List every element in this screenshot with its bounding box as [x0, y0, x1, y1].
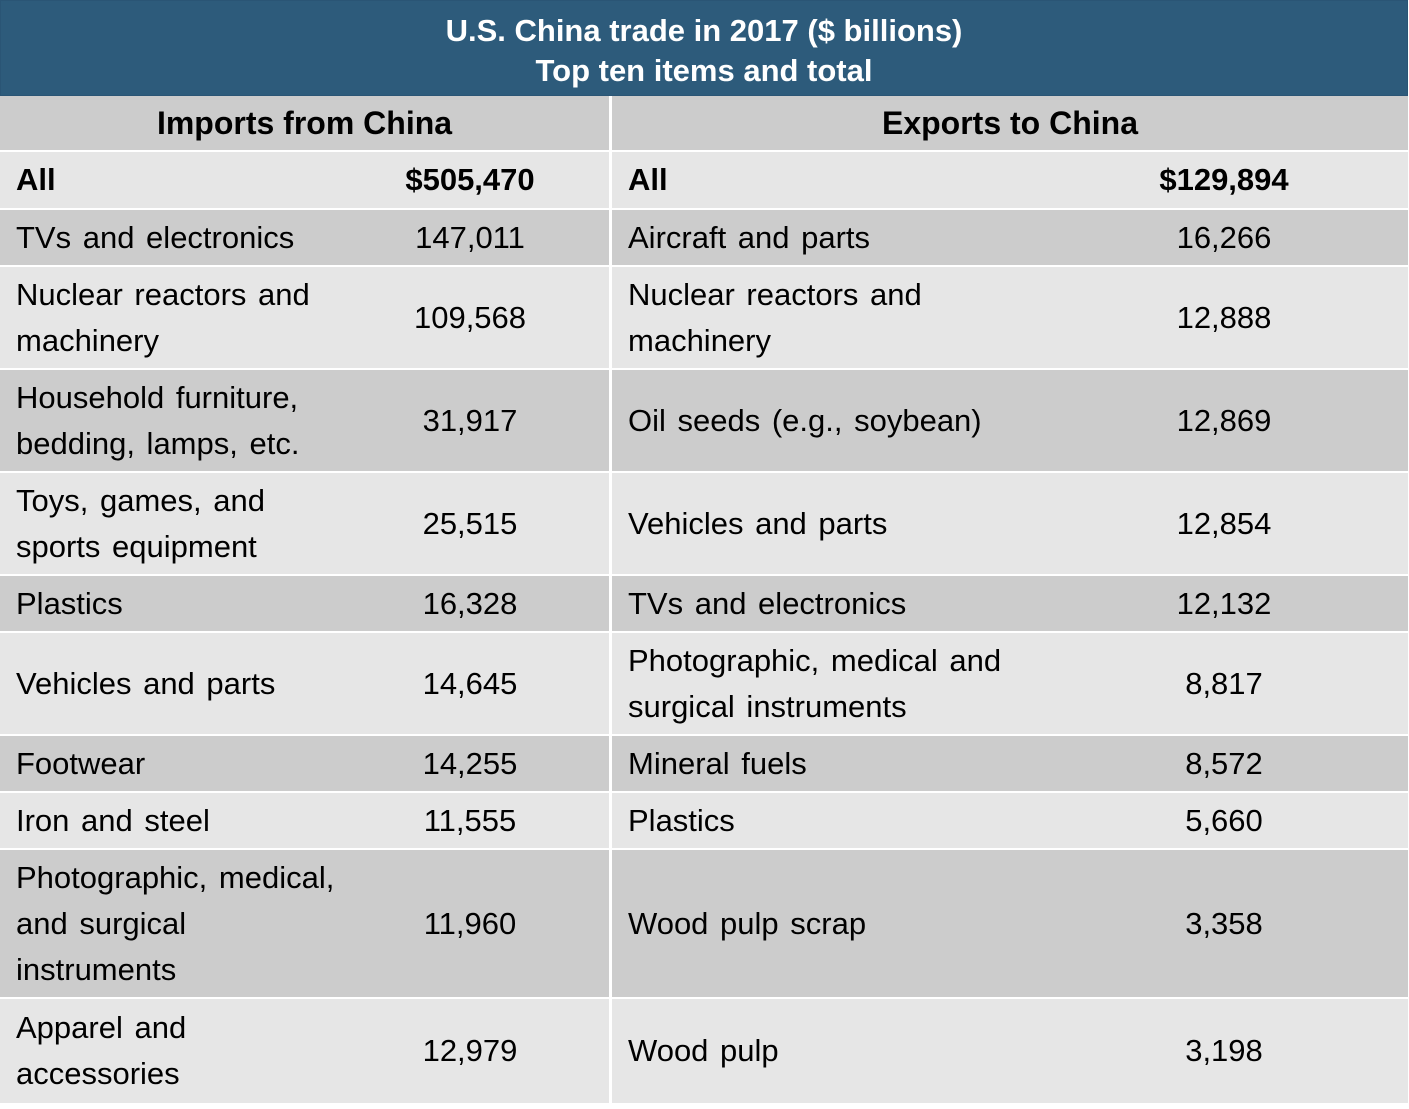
import-item-label: All [16, 162, 56, 197]
export-value: 12,869 [1176, 402, 1272, 438]
import-item-label: Vehicles and parts [16, 665, 276, 701]
table-title-bar: U.S. China trade in 2017 ($ billions) To… [0, 0, 1408, 96]
table-row: Plastics 16,328 TVs and electronics 12,1… [0, 576, 1408, 633]
import-value: 147,011 [415, 219, 525, 255]
export-value: $129,894 [1159, 162, 1289, 197]
table-title: U.S. China trade in 2017 ($ billions) [445, 13, 963, 48]
imports-header: Imports from China [0, 96, 612, 150]
export-value: 12,132 [1176, 585, 1272, 621]
export-item-label: Aircraft and parts [628, 219, 871, 255]
table-subtitle: Top ten items and total [535, 53, 873, 88]
export-item-label: Wood pulp [628, 1033, 779, 1068]
import-value: 31,917 [422, 402, 518, 438]
export-value: 3,358 [1185, 905, 1263, 941]
import-value: 109,568 [413, 299, 527, 335]
table-row-total: All $505,470 All $129,894 [0, 152, 1408, 210]
import-item-label: Household furniture, bedding, lamps, etc… [16, 379, 300, 461]
table-row: Apparel and accessories 12,979 Wood pulp… [0, 999, 1408, 1103]
exports-header: Exports to China [612, 96, 1408, 150]
import-item-label: Iron and steel [16, 802, 210, 838]
import-value: 14,255 [422, 745, 518, 781]
table-row: Nuclear reactors and machinery 109,568 N… [0, 267, 1408, 370]
import-value: 14,645 [422, 665, 518, 701]
import-item-label: Plastics [16, 585, 123, 621]
export-item-label: Mineral fuels [628, 745, 807, 781]
import-item-label: Nuclear reactors and machinery [16, 276, 310, 358]
export-value: 8,817 [1185, 665, 1263, 701]
column-header-row: Imports from China Exports to China [0, 96, 1408, 152]
export-item-label: Oil seeds (e.g., soybean) [628, 402, 982, 438]
import-item-label: TVs and electronics [16, 219, 295, 255]
table-row: TVs and electronics 147,011 Aircraft and… [0, 210, 1408, 267]
table-row: Photographic, medical, and surgical inst… [0, 850, 1408, 999]
table-row: Toys, games, and sports equipment 25,515… [0, 473, 1408, 576]
export-item-label: Photographic, medical and surgical instr… [628, 642, 1002, 724]
import-value: 11,960 [423, 905, 517, 941]
export-item-label: All [628, 162, 668, 197]
table-row: Footwear 14,255 Mineral fuels 8,572 [0, 736, 1408, 793]
export-value: 12,888 [1176, 299, 1272, 335]
import-item-label: Toys, games, and sports equipment [16, 482, 265, 564]
import-value: 11,555 [423, 802, 517, 838]
export-item-label: TVs and electronics [628, 585, 907, 621]
table-body: Imports from China Exports to China All … [0, 96, 1408, 1103]
export-item-label: Vehicles and parts [628, 505, 888, 541]
export-value: 16,266 [1176, 219, 1272, 255]
export-item-label: Nuclear reactors and machinery [628, 276, 922, 358]
export-value: 8,572 [1185, 745, 1263, 781]
export-value: 5,660 [1185, 802, 1263, 838]
import-value: 25,515 [422, 505, 518, 541]
import-item-label: Apparel and accessories [16, 1010, 187, 1091]
export-value: 3,198 [1185, 1033, 1263, 1068]
table-row: Iron and steel 11,555 Plastics 5,660 [0, 793, 1408, 850]
table-row: Vehicles and parts 14,645 Photographic, … [0, 633, 1408, 736]
import-item-label: Footwear [16, 745, 146, 781]
import-item-label: Photographic, medical, and surgical inst… [16, 859, 335, 987]
import-value: 16,328 [422, 585, 518, 621]
import-value: 12,979 [422, 1033, 518, 1068]
export-value: 12,854 [1176, 505, 1272, 541]
table-row: Household furniture, bedding, lamps, etc… [0, 370, 1408, 473]
import-value: $505,470 [405, 162, 535, 197]
export-item-label: Plastics [628, 802, 735, 838]
export-item-label: Wood pulp scrap [628, 905, 867, 941]
